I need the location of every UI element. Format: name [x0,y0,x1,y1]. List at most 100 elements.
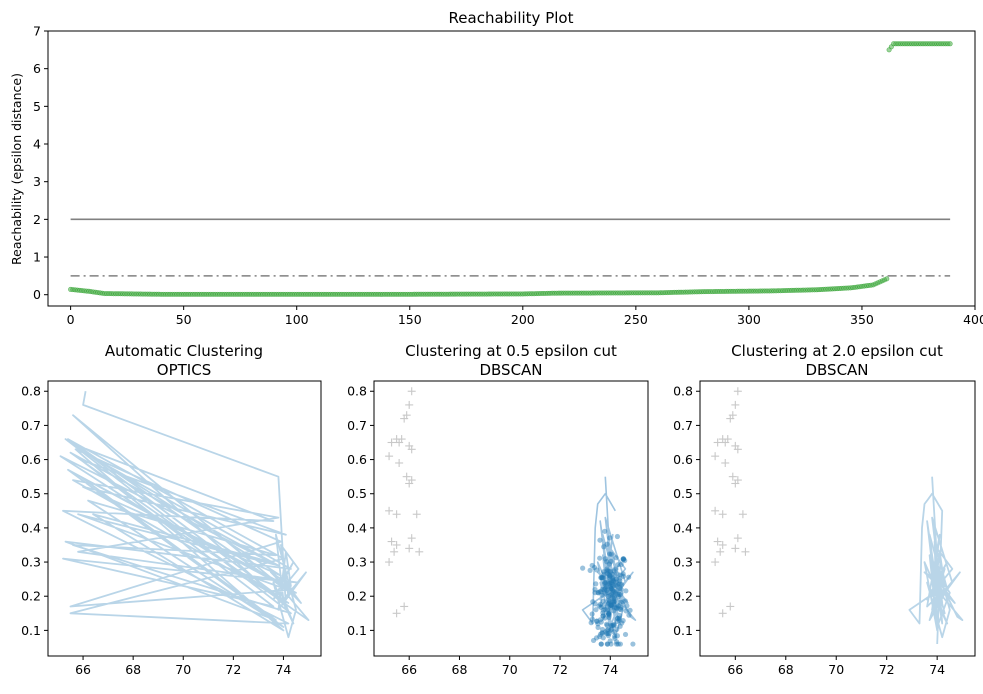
dbscan-05-panel: Clustering at 0.5 epsilon cut DBSCAN 66 6… [347,342,649,677]
cluster-point [616,593,622,600]
cluster-point [604,621,610,627]
dbscan-20-y-tick-label: 0.3 [673,555,693,570]
noise-point [721,458,730,467]
cluster-point [609,591,615,597]
cluster-point [605,607,611,613]
dbscan-05-x-tick-label: 72 [552,662,568,677]
reachability-y-tick-label: 4 [33,137,41,152]
cluster-point [598,641,604,647]
dbscan-05-y-tick-label: 0.2 [347,589,367,604]
cluster-point [618,591,624,598]
cluster-point [613,576,619,582]
reachability-x-tick-label: 0 [67,312,75,327]
noise-point [716,547,725,556]
reachability-y-tick-label: 1 [33,250,41,265]
cluster-point [619,582,625,588]
cluster-point [620,556,627,562]
cluster-point [609,571,616,577]
reachability-x-tick-label: 250 [624,312,648,327]
cluster-point [600,613,606,619]
dbscan-20-cluster-line [908,476,964,645]
optics-y-tick-label: 0.1 [21,623,41,638]
cluster-point [612,590,619,596]
cluster-point [606,611,612,618]
cluster-point [614,591,621,598]
cluster-point [618,604,624,611]
cluster-point [611,622,617,628]
reachability-plot-area: 0 50 100 150 200 250 300 350 400 0 1 2 3 4 5 6 7 [33,24,983,328]
cluster-point [602,615,608,621]
cluster-point [624,603,630,609]
cluster-point [608,558,614,564]
cluster-point [593,607,599,613]
cluster-point [620,556,627,562]
dbscan-20-x-tick-label: 70 [828,662,844,677]
optics-y-tick-label: 0.3 [21,555,41,570]
noise-point [711,558,720,567]
dbscan-05-frame [373,380,649,657]
noise-point [405,544,414,553]
cluster-point [614,533,621,540]
noise-point [733,534,742,543]
cluster-point [603,583,609,589]
cluster-point [598,574,605,581]
noise-point [726,414,735,423]
optics-y-tick-label: 0.4 [21,520,41,535]
cluster-point [589,562,595,569]
cluster-point [601,587,607,593]
noise-point [733,445,742,454]
cluster-point [617,641,623,647]
cluster-point [594,567,600,573]
cluster-point [616,603,622,609]
cluster-point [605,601,611,607]
cluster-point [598,604,604,610]
cluster-point [597,588,603,595]
reachability-y-tick-label: 0 [33,287,41,302]
cluster-point [607,592,613,599]
optics-x-tick-label: 74 [275,662,291,677]
dbscan-20-y-tick-label: 0.7 [673,418,693,433]
cluster-point [608,627,614,633]
dbscan-20-y-tick-label: 0.4 [673,520,693,535]
cluster-point [616,591,622,598]
cluster-point [592,601,598,607]
cluster-point [604,541,610,547]
reachability-point [947,41,953,47]
dbscan-20-y-tick-label: 0.6 [673,452,693,467]
cluster-point [613,582,619,588]
cluster-point [614,639,620,645]
dbscan-05-y-tick-label: 0.5 [347,486,367,501]
dbscan-05-plot-area: 66 68 70 72 74 0.1 0.2 0.3 0.4 0.5 0.6 0.7 0.8 [347,380,649,677]
cluster-point [612,635,618,641]
cluster-point [592,586,598,593]
cluster-point [597,633,603,640]
cluster-point [608,602,614,608]
cluster-point [600,613,606,619]
noise-point [738,510,747,519]
cluster-point [604,622,610,628]
cluster-point [613,588,620,594]
cluster-point [610,583,616,589]
cluster-point [607,568,613,575]
cluster-point [611,578,617,584]
dbscan-20-y-tick-label: 0.1 [673,623,693,638]
noise-point [407,534,416,543]
optics-y-tick-label: 0.7 [21,418,41,433]
cluster-point [607,602,613,608]
cluster-point [604,570,611,577]
noise-point [731,400,740,409]
noise-point [385,506,394,515]
cluster-point [608,602,614,608]
cluster-point [617,581,623,587]
cluster-point [604,627,610,634]
cluster-point [587,567,593,573]
cluster-point [592,590,598,596]
cluster-point [614,583,620,590]
cluster-point [599,586,605,592]
dbscan-20-x-tick-label: 74 [929,662,945,677]
cluster-point [614,605,620,611]
dbscan-05-y-tick-label: 0.8 [347,384,367,399]
optics-x-tick-label: 68 [125,662,141,677]
cluster-point [623,588,629,594]
